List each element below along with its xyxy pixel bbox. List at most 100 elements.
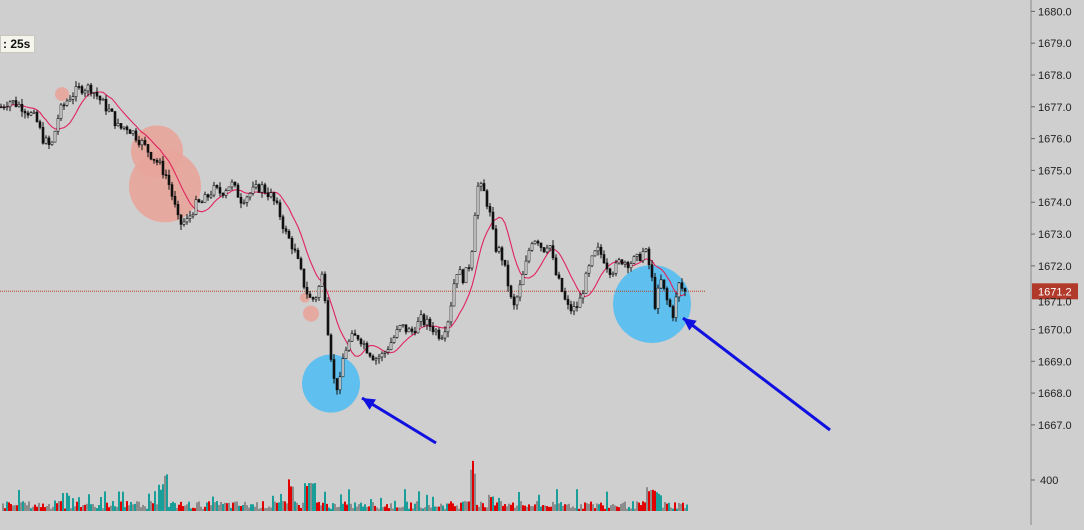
volume-bar bbox=[124, 507, 126, 511]
volume-bar bbox=[526, 506, 528, 511]
volume-bar bbox=[394, 500, 396, 511]
candle-body bbox=[674, 296, 678, 318]
candle-body bbox=[119, 123, 123, 129]
candle-body bbox=[416, 321, 420, 334]
price-tick-label: 1673.0 bbox=[1038, 229, 1072, 241]
candle-body bbox=[83, 90, 87, 94]
volume-bar bbox=[658, 493, 660, 511]
candle-body bbox=[512, 296, 516, 306]
sell-bubble bbox=[302, 354, 360, 413]
candle-body bbox=[0, 106, 3, 109]
volume-bar bbox=[340, 494, 342, 511]
volume-bar bbox=[642, 501, 644, 511]
volume-bar bbox=[82, 505, 84, 511]
volume-bar bbox=[374, 505, 376, 511]
candle-body bbox=[44, 137, 48, 144]
candle-body bbox=[215, 185, 219, 188]
volume-bar bbox=[368, 506, 370, 511]
volume-bar bbox=[196, 502, 198, 511]
volume-bar bbox=[292, 486, 294, 511]
volume-bar bbox=[98, 505, 100, 511]
volume-bar bbox=[174, 503, 176, 511]
candle-body bbox=[548, 245, 552, 249]
volume-bar bbox=[620, 503, 622, 511]
candle-body bbox=[470, 251, 474, 269]
volume-tick-label: 400 bbox=[1040, 475, 1058, 487]
volume-bar bbox=[144, 506, 146, 511]
volume-bar bbox=[230, 507, 232, 511]
price-axis[interactable]: 1680.0 1679.0 1678.0 1677.0 1676.0 1675.0 1674… bbox=[1030, 0, 1078, 525]
candle-body bbox=[359, 338, 363, 345]
volume-bar bbox=[514, 507, 516, 511]
volume-bar bbox=[104, 491, 106, 511]
volume-bar bbox=[386, 504, 388, 511]
candle-body bbox=[296, 250, 300, 259]
candle-body bbox=[104, 98, 108, 112]
candle-body bbox=[65, 100, 69, 106]
candles bbox=[0, 81, 687, 395]
volume-bar bbox=[8, 502, 10, 511]
volume-bar bbox=[48, 504, 50, 511]
volume-bar bbox=[624, 501, 626, 511]
volume-bar bbox=[482, 503, 484, 511]
volume-bar bbox=[184, 505, 186, 511]
candle-body bbox=[554, 257, 558, 276]
volume-bar bbox=[440, 503, 442, 511]
volume-bar bbox=[102, 508, 104, 511]
volume-bar bbox=[228, 502, 230, 511]
volume-bar bbox=[300, 507, 302, 511]
volume-bar bbox=[678, 502, 680, 511]
volume-bar bbox=[86, 503, 88, 511]
arrow-head bbox=[362, 398, 376, 410]
candle-body bbox=[305, 286, 309, 295]
candle-body bbox=[407, 328, 411, 333]
volume-bar bbox=[684, 508, 686, 511]
volume-bar bbox=[204, 506, 206, 511]
candle-body bbox=[185, 218, 189, 223]
volume-bar bbox=[266, 508, 268, 511]
volume-bar bbox=[532, 506, 534, 511]
candle-body bbox=[191, 214, 195, 217]
volume-bar bbox=[334, 503, 336, 511]
candle-body bbox=[317, 285, 321, 298]
candle-body bbox=[536, 240, 540, 244]
volume-bar bbox=[276, 502, 278, 511]
buy-bubble bbox=[55, 87, 69, 102]
partial-price-label: 1671.0 bbox=[1038, 296, 1072, 308]
volume-bar bbox=[92, 504, 94, 511]
volume-bar bbox=[308, 483, 310, 511]
candle-body bbox=[419, 314, 423, 322]
volume-bar bbox=[226, 503, 228, 511]
volume-bar bbox=[6, 501, 8, 511]
candle-body bbox=[116, 123, 120, 127]
volume-bar bbox=[278, 502, 280, 511]
candle-body bbox=[278, 202, 282, 218]
candle-body bbox=[656, 287, 660, 309]
volume-bar bbox=[498, 497, 500, 511]
candle-body bbox=[188, 215, 192, 219]
candle-body bbox=[224, 190, 228, 196]
volume-bar bbox=[424, 507, 426, 511]
candle-body bbox=[371, 355, 375, 361]
candle-body bbox=[29, 112, 33, 116]
volume-bar bbox=[96, 508, 98, 511]
volume-bar bbox=[490, 497, 492, 511]
volume-bar bbox=[444, 508, 446, 511]
candle-body bbox=[146, 144, 150, 153]
volume-bar bbox=[148, 493, 150, 511]
current-price-label: 1671.2 bbox=[1038, 286, 1072, 298]
candle-body bbox=[26, 112, 30, 116]
volume-bar bbox=[414, 503, 416, 511]
volume-bar bbox=[34, 504, 36, 511]
annotation-arrows bbox=[361, 316, 831, 445]
volume-bar bbox=[280, 493, 282, 511]
volume-bar bbox=[682, 502, 684, 511]
candle-body bbox=[257, 184, 261, 193]
volume-bar bbox=[108, 507, 110, 511]
volume-bar bbox=[324, 491, 326, 511]
volume-bar bbox=[206, 502, 208, 511]
volume-bar bbox=[256, 502, 258, 511]
candle-body bbox=[197, 199, 201, 203]
candle-body bbox=[479, 183, 483, 187]
